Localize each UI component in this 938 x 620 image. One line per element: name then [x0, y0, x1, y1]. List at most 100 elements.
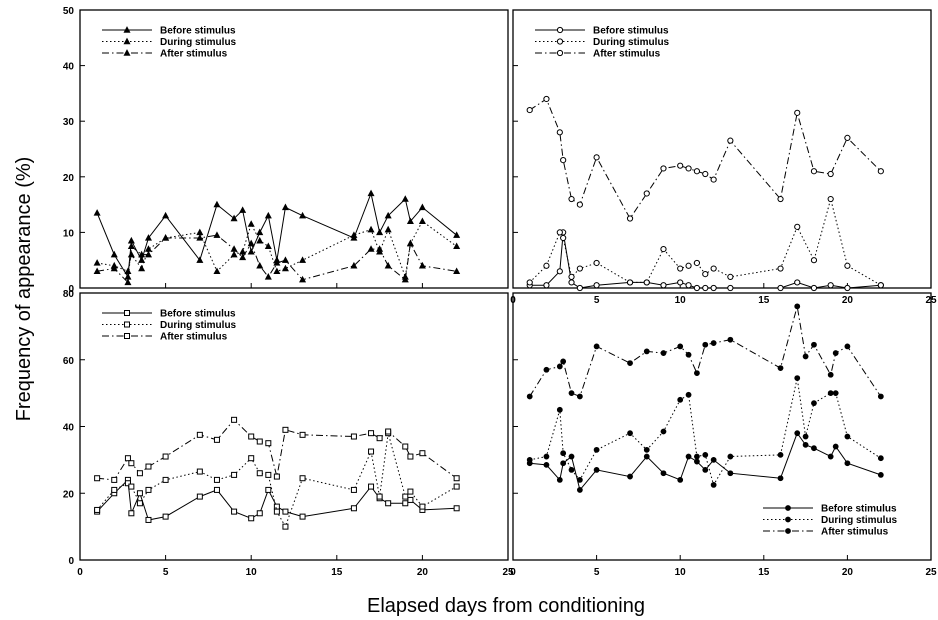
data-point: [627, 473, 633, 480]
data-point: [350, 486, 357, 493]
data-point: [453, 242, 461, 249]
data-point: [877, 393, 884, 400]
data-point: [93, 259, 101, 266]
data-point: [685, 282, 692, 289]
data-point: [543, 95, 550, 103]
data-point: [626, 279, 634, 286]
legend-marker: [556, 49, 564, 57]
series-line: [529, 306, 882, 398]
data-point: [273, 503, 280, 510]
data-point: [384, 261, 392, 269]
series-line: [529, 377, 882, 487]
data-point: [282, 523, 289, 530]
data-point: [827, 371, 834, 378]
data-point: [832, 350, 839, 356]
legend-marker: [556, 38, 564, 45]
x-tick-label: 10: [675, 295, 687, 306]
data-point: [145, 463, 152, 470]
x-tick-label: 5: [594, 295, 600, 306]
data-point: [265, 486, 272, 493]
data-point: [239, 253, 247, 261]
data-point: [273, 508, 280, 515]
legend-marker: [124, 321, 130, 328]
data-point: [802, 441, 809, 448]
data-point: [643, 446, 650, 453]
data-point: [407, 453, 414, 460]
data-point: [568, 453, 575, 460]
data-point: [710, 284, 717, 292]
data-point: [453, 231, 461, 238]
series-during-stimulus: [526, 195, 884, 289]
data-point: [196, 431, 203, 438]
data-point: [124, 455, 131, 462]
data-point: [213, 436, 220, 443]
data-point: [230, 250, 238, 258]
data-point: [710, 176, 717, 183]
series-before-stimulus: [526, 229, 884, 292]
data-point: [196, 493, 203, 500]
series-after-stimulus: [93, 231, 461, 286]
data-point: [526, 456, 533, 463]
data-point: [526, 393, 533, 400]
y-tick-label: 50: [63, 6, 75, 17]
y-tick-label: 10: [63, 228, 75, 239]
data-point: [256, 510, 263, 517]
series-line: [529, 232, 881, 289]
data-point: [248, 433, 255, 440]
data-point: [593, 259, 600, 267]
legend-label: After stimulus: [593, 49, 661, 60]
x-tick-label: 20: [842, 567, 854, 578]
data-point: [543, 366, 550, 373]
data-point: [406, 239, 414, 247]
data-point: [376, 245, 384, 252]
legend-marker: [123, 49, 131, 56]
data-point: [593, 466, 600, 473]
data-point: [162, 453, 169, 460]
data-point: [560, 234, 567, 242]
y-tick-label: 0: [68, 284, 74, 295]
data-point: [810, 284, 818, 292]
data-point: [660, 350, 667, 356]
data-point: [407, 488, 414, 495]
data-point: [810, 168, 818, 175]
data-point: [710, 482, 717, 488]
x-tick-label: 0: [77, 567, 83, 578]
series-after-stimulus: [526, 303, 884, 400]
data-point: [556, 406, 563, 413]
x-tick-label: 25: [925, 567, 937, 578]
data-point: [418, 261, 426, 269]
data-point: [281, 264, 289, 272]
legend-label: Before stimulus: [821, 504, 897, 515]
data-point: [128, 460, 135, 467]
data-point: [777, 365, 784, 371]
data-point: [196, 234, 204, 241]
legend-label: During stimulus: [593, 37, 670, 48]
x-tick-label: 15: [331, 567, 343, 578]
data-point: [299, 275, 307, 283]
plot-frame: [512, 9, 932, 289]
data-point: [626, 215, 634, 222]
data-point: [560, 157, 567, 164]
data-point: [256, 236, 264, 244]
data-point: [401, 195, 409, 202]
data-point: [282, 426, 289, 433]
data-point: [111, 486, 118, 493]
data-point: [368, 483, 375, 490]
data-point: [576, 476, 583, 483]
data-point: [844, 284, 851, 292]
data-point: [273, 473, 280, 480]
data-point: [453, 505, 460, 512]
data-point: [124, 273, 132, 280]
data-point: [794, 430, 801, 437]
y-tick-label: 20: [63, 489, 75, 500]
x-tick-label: 5: [594, 567, 600, 578]
data-point: [124, 480, 131, 487]
chart-panel-3: 0 20 40 60 80 0 5 10 15 20 25 Before stimulusDuring…: [63, 289, 514, 578]
data-point: [627, 360, 633, 366]
data-point: [94, 475, 101, 482]
legend-marker: [785, 516, 791, 523]
data-point: [543, 282, 550, 289]
